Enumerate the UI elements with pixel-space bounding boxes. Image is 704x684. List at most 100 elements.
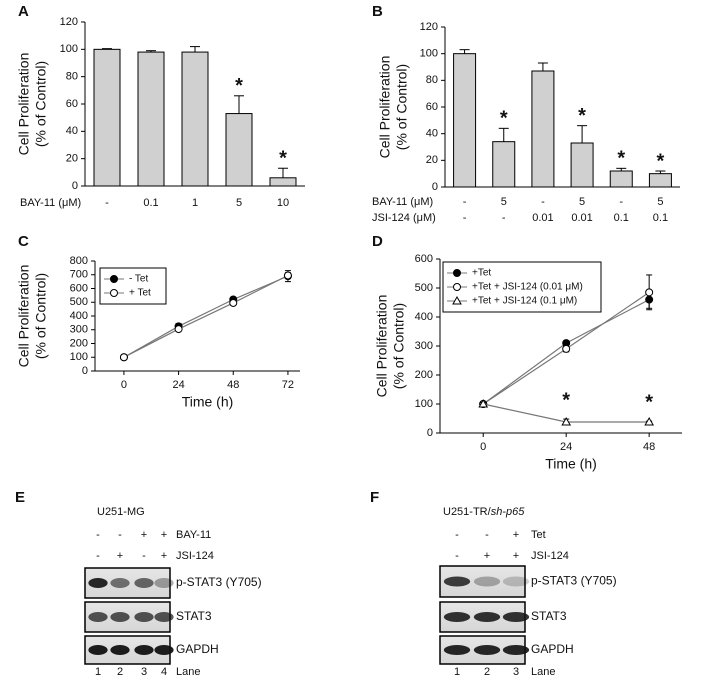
band-label: STAT3 xyxy=(531,609,567,623)
significance-mark: * xyxy=(578,105,586,127)
blot-band xyxy=(110,645,130,655)
x-tick-label: - xyxy=(502,212,506,224)
y-axis-label: Cell Proliferation xyxy=(374,295,390,398)
treatment-sign: + xyxy=(161,529,167,541)
x-tick-label: 24 xyxy=(560,441,572,453)
data-point xyxy=(644,416,655,426)
blot-band xyxy=(134,645,154,655)
y-tick-label: 800 xyxy=(70,255,88,267)
blot-band xyxy=(502,576,530,587)
data-point xyxy=(283,271,292,280)
x-tick-label: 0.1 xyxy=(653,212,668,224)
bar xyxy=(453,53,477,188)
y-tick-label: 0 xyxy=(82,365,88,377)
cell-line: U251-MG xyxy=(97,506,145,518)
blot-band xyxy=(473,645,501,655)
treatment-sign: + xyxy=(117,550,123,562)
bar xyxy=(269,177,297,187)
legend-label: +Tet + JSI-124 (0.1 μM) xyxy=(472,296,577,307)
x-tick-label: 0.01 xyxy=(532,212,553,224)
data-point xyxy=(229,298,238,307)
blot-band xyxy=(88,612,108,622)
legend-marker xyxy=(110,275,118,283)
blot-band xyxy=(443,576,471,587)
x-tick-label: 0.1 xyxy=(143,197,158,209)
significance-mark: * xyxy=(562,389,570,411)
blot-band xyxy=(502,645,530,655)
panel-label: F xyxy=(370,489,379,506)
data-point xyxy=(561,416,572,426)
y-tick-label: 40 xyxy=(66,125,78,137)
cell-line: U251-TR/sh-p65 xyxy=(443,506,525,518)
y-tick-label: 700 xyxy=(70,269,88,281)
y-tick-label: 500 xyxy=(70,296,88,308)
y-axis-label: (% of Control) xyxy=(391,303,407,389)
bar xyxy=(225,113,253,187)
bar xyxy=(181,51,209,187)
treatment-sign: - xyxy=(96,529,100,541)
data-point xyxy=(562,344,571,353)
significance-mark: * xyxy=(279,148,287,170)
treatment-sign: - xyxy=(118,529,122,541)
treatment-label: Tet xyxy=(531,529,546,541)
blot-band xyxy=(154,645,174,655)
blot-band xyxy=(134,612,154,622)
y-tick-label: 0 xyxy=(427,427,433,439)
y-tick-label: 80 xyxy=(66,71,78,83)
x-tick-label: 5 xyxy=(501,196,507,208)
x-tick-label: 0.1 xyxy=(614,212,629,224)
y-tick-label: 40 xyxy=(426,128,438,140)
x-tick-label: - xyxy=(541,196,545,208)
legend-box xyxy=(442,261,602,313)
bar xyxy=(137,51,165,187)
y-tick-label: 500 xyxy=(415,282,433,294)
cell-line-name: U251-TR/ xyxy=(443,506,492,518)
y-axis-label: Cell Proliferation xyxy=(16,53,32,156)
y-tick-label: 60 xyxy=(426,101,438,113)
y-tick-label: 600 xyxy=(415,253,433,265)
treatment-label: BAY-11 xyxy=(176,529,211,541)
treatment-sign: + xyxy=(141,529,147,541)
blot-band xyxy=(88,645,108,655)
legend-label: - Tet xyxy=(129,274,148,285)
x-tick-label: 24 xyxy=(172,379,184,391)
blot-band xyxy=(473,576,501,587)
series-line xyxy=(123,275,289,358)
blot-band xyxy=(473,612,501,622)
treatment-sign: - xyxy=(142,550,146,562)
y-tick-label: 0 xyxy=(432,181,438,193)
x-tick-label: 0 xyxy=(121,379,127,391)
x-axis-label: Time (h) xyxy=(545,456,597,472)
bar xyxy=(609,170,633,188)
y-axis-label: (% of Control) xyxy=(394,64,410,150)
x-tick-label: - xyxy=(105,197,109,209)
legend-box xyxy=(99,267,167,305)
blot-band xyxy=(443,645,471,655)
legend-label: +Tet xyxy=(472,268,491,279)
x-tick-label: 5 xyxy=(579,196,585,208)
treatment-sign: - xyxy=(485,529,489,541)
x-tick-label: 0.01 xyxy=(571,212,592,224)
cell-line-name: U251-MG xyxy=(97,506,145,518)
lane-number: 1 xyxy=(95,666,101,678)
x-tick-label: - xyxy=(619,196,623,208)
treatment-sign: - xyxy=(96,550,100,562)
data-point xyxy=(478,398,489,408)
treatment-sign: - xyxy=(455,550,459,562)
panel-label: B xyxy=(372,3,383,20)
x-axis-label: JSI-124 (μM) xyxy=(372,212,436,224)
legend-marker xyxy=(453,283,461,291)
significance-mark: * xyxy=(500,108,508,130)
x-tick-label: - xyxy=(463,212,467,224)
y-tick-label: 100 xyxy=(60,43,78,55)
band-label: p-STAT3 (Y705) xyxy=(531,574,617,588)
lane-number: 3 xyxy=(513,666,519,678)
x-tick-label: 10 xyxy=(277,197,289,209)
panel-label: E xyxy=(15,489,25,506)
data-point xyxy=(645,288,654,297)
y-axis-label: Cell Proliferation xyxy=(16,265,32,368)
y-axis-label: Cell Proliferation xyxy=(377,56,393,159)
legend-marker xyxy=(110,289,118,297)
blot-band xyxy=(154,578,174,588)
